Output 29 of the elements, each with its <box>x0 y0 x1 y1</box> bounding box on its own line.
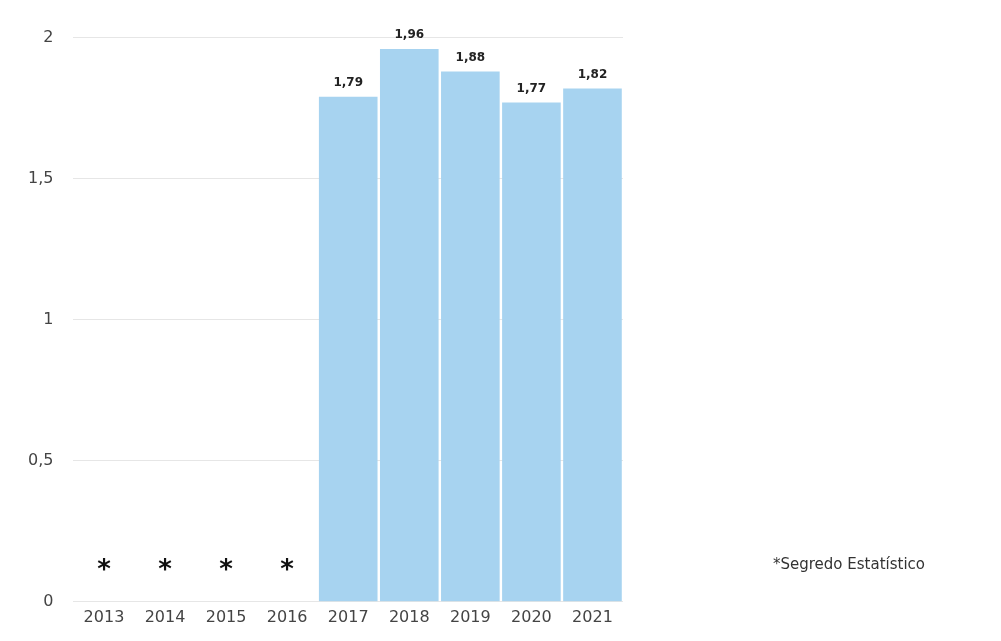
x-tick-label: 2016 <box>266 606 308 626</box>
annotation: * <box>280 553 295 584</box>
text: *Segredo Estatístico <box>773 555 926 574</box>
y-tick-label: 1,5 <box>27 167 54 187</box>
x-tick-label: 2019 <box>449 606 491 626</box>
data-label: 1,77 <box>516 80 547 95</box>
y-tick-label: 2 <box>43 26 54 46</box>
data-label: 1,79 <box>333 74 364 89</box>
annotation: * <box>158 553 173 584</box>
x-tick-label: 2021 <box>572 606 613 626</box>
data-label: 1,96 <box>394 27 425 42</box>
y-tick-label: 0 <box>43 590 54 610</box>
bar <box>441 71 500 602</box>
x-tick-label: 2015 <box>205 606 247 626</box>
annotation: * <box>97 553 112 584</box>
bar <box>379 48 439 602</box>
data-label: 1,88 <box>455 49 486 64</box>
x-tick-label: 2020 <box>511 606 552 626</box>
x-tick-label: 2017 <box>327 606 369 626</box>
x-tick-label: 2013 <box>83 606 125 626</box>
y-tick-label: 1 <box>43 308 54 328</box>
bar <box>502 102 561 602</box>
x-tick-label: 2014 <box>144 606 186 626</box>
y-tick-label: 0,5 <box>27 449 54 469</box>
data-label: 1,82 <box>577 66 608 81</box>
bar <box>563 88 622 602</box>
annotation: * <box>219 553 234 584</box>
x-tick-label: 2018 <box>388 606 430 626</box>
bar <box>318 96 378 602</box>
